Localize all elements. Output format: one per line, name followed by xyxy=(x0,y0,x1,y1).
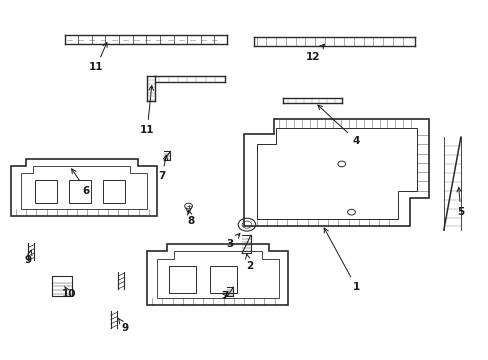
Bar xyxy=(35,180,57,203)
Text: 9: 9 xyxy=(24,250,32,265)
Text: 8: 8 xyxy=(187,210,194,226)
Text: 2: 2 xyxy=(245,254,252,271)
Text: 7: 7 xyxy=(221,291,228,301)
Text: 6: 6 xyxy=(71,169,90,196)
Text: 5: 5 xyxy=(456,188,464,217)
Text: 3: 3 xyxy=(226,234,240,249)
Text: 12: 12 xyxy=(305,44,324,62)
Text: 7: 7 xyxy=(158,155,167,181)
Bar xyxy=(169,266,196,293)
Text: 1: 1 xyxy=(324,228,359,292)
Text: 11: 11 xyxy=(140,86,154,135)
Bar xyxy=(210,266,237,293)
Bar xyxy=(52,276,72,296)
Bar xyxy=(103,180,125,203)
Text: 10: 10 xyxy=(62,287,77,299)
Text: 4: 4 xyxy=(317,105,359,146)
Bar xyxy=(69,180,91,203)
Text: 11: 11 xyxy=(89,42,107,72)
Text: 9: 9 xyxy=(118,318,129,333)
